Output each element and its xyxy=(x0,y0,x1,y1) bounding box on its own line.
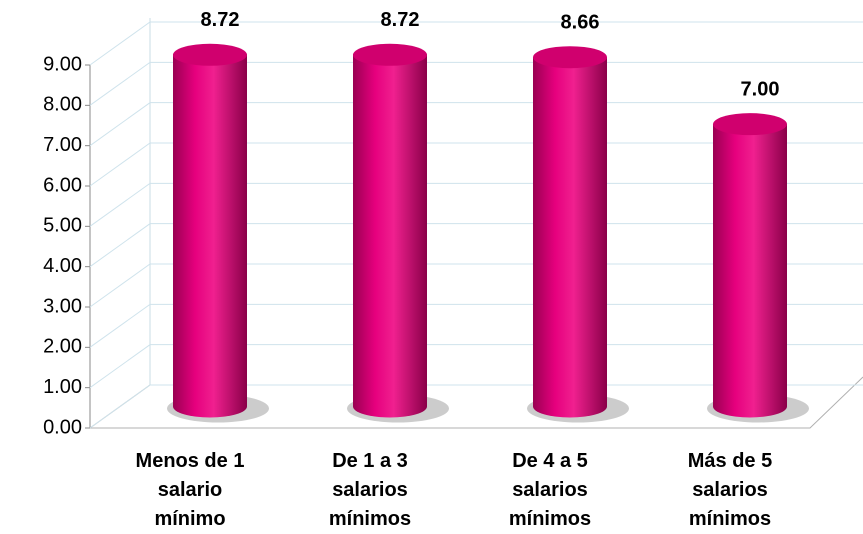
y-tick-label: 4.00 xyxy=(43,255,82,277)
y-tick-label: 9.00 xyxy=(43,53,82,75)
grid-line xyxy=(89,344,863,389)
bar-top xyxy=(533,46,607,69)
y-tick-label: 2.00 xyxy=(43,336,82,358)
y-tick-label: 3.00 xyxy=(43,295,82,317)
value-label: 8.72 xyxy=(201,9,240,31)
y-tick-label: 6.00 xyxy=(43,174,82,196)
grid-line xyxy=(89,102,863,147)
grid-line xyxy=(89,182,863,227)
grid-line xyxy=(89,142,863,187)
y-tick-label: 0.00 xyxy=(43,416,82,438)
value-label: 8.72 xyxy=(381,9,420,31)
bar-top xyxy=(713,113,787,136)
value-label: 7.00 xyxy=(741,78,780,100)
bar xyxy=(713,124,787,418)
x-tick-label: De 1 a 3 salarios mínimos xyxy=(328,450,412,530)
grid-line xyxy=(89,223,863,268)
y-tick-label: 7.00 xyxy=(43,134,82,156)
grid-line xyxy=(89,303,863,348)
bar-top xyxy=(353,43,427,66)
grid-line xyxy=(89,263,863,308)
y-tick-label: 5.00 xyxy=(43,215,82,237)
x-tick-label: Menos de 1 salario mínimo xyxy=(135,450,245,530)
grid-line xyxy=(89,61,863,106)
grid-line xyxy=(89,384,863,429)
bar xyxy=(173,54,247,418)
y-tick-label: 1.00 xyxy=(43,376,82,398)
bar xyxy=(353,54,427,418)
bar xyxy=(533,57,607,418)
bar-top xyxy=(173,43,247,66)
grid-line xyxy=(89,21,863,66)
x-tick-label: De 4 a 5 salarios mínimos xyxy=(508,450,592,530)
x-tick-label: Más de 5 salarios mínimos xyxy=(687,450,773,530)
value-label: 8.66 xyxy=(561,11,600,33)
y-tick-label: 8.00 xyxy=(43,94,82,116)
